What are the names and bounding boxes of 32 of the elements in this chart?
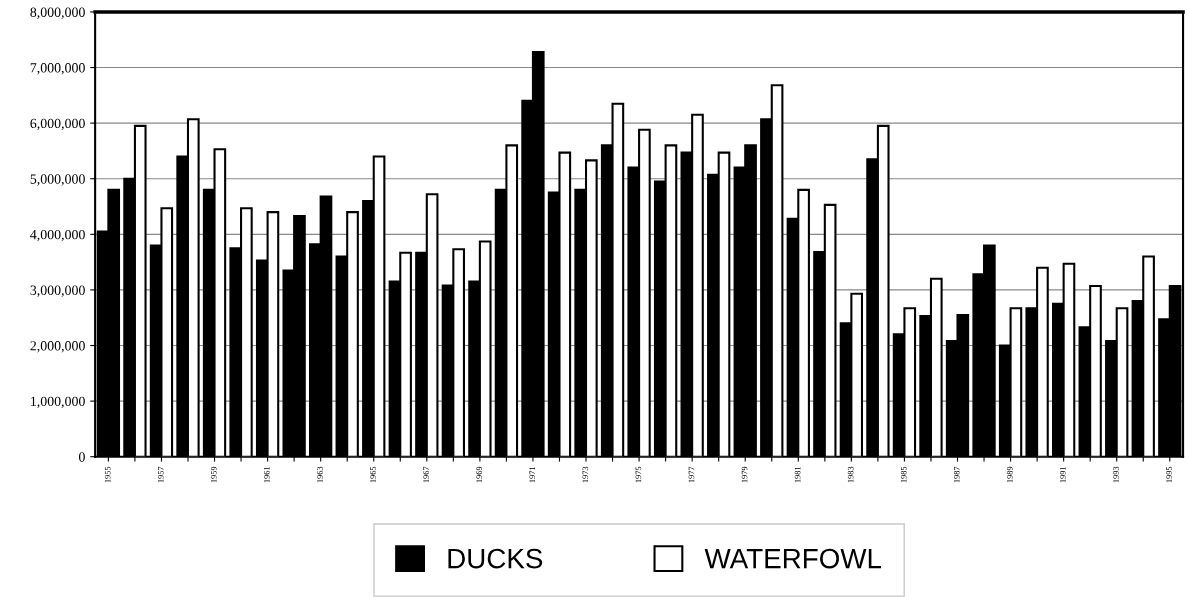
x-tick-label: 1981: [794, 466, 801, 483]
legend-label: WATERFOWL: [704, 548, 882, 569]
x-tick-label: 1979: [741, 466, 748, 483]
x-tick-label: 1975: [635, 466, 642, 483]
y-tick-label: 7,000,000: [30, 63, 85, 75]
x-tick-label: 1987: [953, 466, 960, 483]
x-tick-label: 1991: [1060, 466, 1066, 483]
x-tick-label: 1959: [211, 466, 217, 483]
y-tick-label: 0: [78, 452, 85, 462]
x-tick-label: 1955: [104, 466, 111, 483]
y-tick-label: 3,000,000: [30, 285, 85, 297]
y-tick-label: 4,000,000: [30, 229, 85, 242]
x-tick-label: 1971: [529, 466, 536, 483]
x-tick-label: 1989: [1007, 466, 1013, 483]
y-tick-label: 1,000,000: [31, 396, 85, 409]
legend-label: DUCKS: [448, 548, 543, 569]
y-tick-label: 6,000,000: [30, 118, 85, 131]
x-tick-label: 1961: [264, 466, 270, 483]
x-tick-label: 1983: [847, 466, 854, 483]
y-tick-label: 5,000,000: [30, 174, 85, 186]
x-tick-label: 1985: [900, 466, 907, 483]
x-tick-label: 1969: [476, 466, 482, 483]
x-tick-label: 1957: [157, 466, 164, 483]
x-tick-label: 1973: [582, 466, 589, 483]
x-tick-label: 1977: [688, 466, 695, 483]
x-tick-label: 1965: [370, 466, 376, 483]
x-tick-label: 1967: [423, 466, 429, 483]
x-tick-label: 1993: [1113, 466, 1119, 483]
x-tick-label: 1963: [317, 466, 323, 483]
y-tick-label: 2,000,000: [30, 341, 85, 353]
x-tick-label: 1995: [1166, 466, 1172, 483]
y-tick-label: 8,000,000: [30, 7, 85, 19]
